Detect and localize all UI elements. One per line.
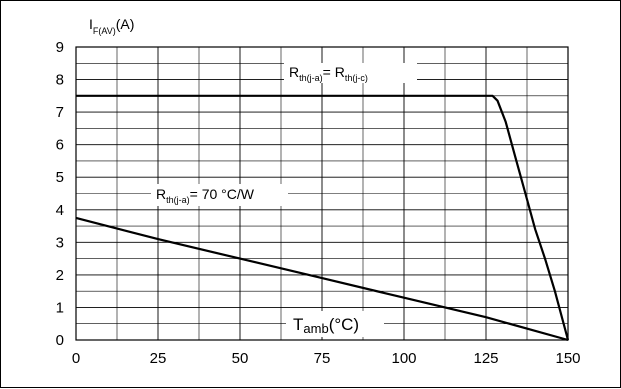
x-tick-label: 75 — [314, 350, 331, 367]
y-axis-label: IF(AV)(A) — [89, 16, 134, 36]
y-tick-label: 4 — [56, 202, 64, 219]
y-tick-label: 5 — [56, 169, 64, 186]
y-tick-label: 0 — [56, 332, 64, 349]
series-1-label: Rth(j-a)= Rth(j-c) — [289, 64, 368, 83]
x-tick-label: 0 — [72, 350, 80, 367]
series-line-2 — [75, 216, 569, 342]
series-2-label: Rth(j-a)= 70 °C/W — [156, 186, 255, 205]
x-axis-label-background — [286, 311, 384, 337]
series-2-label-background — [151, 184, 288, 206]
x-axis-label: Tamb(°C) — [293, 315, 359, 336]
y-tick-label: 8 — [56, 72, 64, 89]
x-tick-label: 125 — [473, 350, 498, 367]
x-tick-label: 100 — [391, 350, 416, 367]
y-tick-label: 3 — [56, 234, 64, 251]
x-tick-label: 25 — [150, 350, 167, 367]
x-tick-label: 150 — [555, 350, 580, 367]
y-tick-label: 6 — [56, 137, 64, 154]
series-line-1 — [76, 94, 570, 341]
x-tick-labels: 0 25 50 75 100 125 150 — [72, 350, 581, 367]
y-tick-label: 1 — [56, 299, 64, 316]
y-tick-label: 9 — [56, 39, 64, 56]
x-tick-label: 50 — [232, 350, 249, 367]
y-tick-labels: 0 1 2 3 4 5 6 7 8 9 — [56, 39, 64, 349]
y-tick-label: 2 — [56, 267, 64, 284]
y-tick-label: 7 — [56, 104, 64, 121]
plot-border — [75, 46, 569, 341]
series-1-label-background — [284, 63, 417, 83]
series-lines — [75, 94, 570, 342]
